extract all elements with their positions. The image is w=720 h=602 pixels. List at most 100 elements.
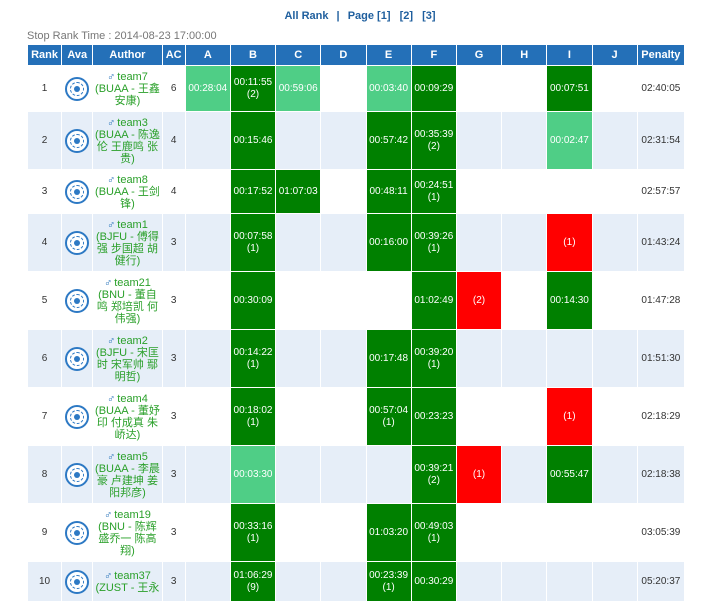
problem-d-cell: [320, 445, 367, 504]
university-seal-icon[interactable]: [65, 179, 90, 204]
problem-a-cell: [184, 213, 231, 272]
problem-b-cell: 00:15:46: [229, 111, 277, 170]
team-id: team19: [114, 508, 151, 521]
problem-a-cell: [184, 561, 231, 602]
header-problem-j[interactable]: J: [591, 44, 638, 66]
team-name[interactable]: ♂ team3: [93, 117, 161, 129]
team-name[interactable]: ♂ team5: [93, 451, 161, 463]
author-cell: ♂ team37 (ZUST - 王永: [92, 561, 163, 602]
accept-time: 00:17:48: [369, 352, 409, 364]
page-3-link[interactable]: [3]: [422, 10, 436, 22]
problem-c-cell: [275, 445, 322, 504]
author-cell: ♂ team7 (BUAA - 王鑫 安康): [92, 65, 163, 112]
problem-j-cell: [591, 445, 638, 504]
problem-e-cell: 00:16:00: [365, 213, 412, 272]
header-problem-i[interactable]: I: [546, 44, 593, 66]
problem-f-cell: 01:02:49: [410, 271, 457, 330]
problem-a-cell: [184, 271, 231, 330]
stop-rank-time: Stop Rank Time : 2014-08-23 17:00:00: [27, 30, 217, 42]
header-problem-f[interactable]: F: [410, 44, 457, 66]
attempt-count: (1): [563, 236, 576, 248]
problem-i-cell: (1): [546, 213, 593, 272]
header-problem-c[interactable]: C: [275, 44, 322, 66]
problem-e-cell: 00:48:11: [365, 169, 412, 214]
author-cell: ♂ team1 (BJFU - 傅得强 步国超 胡健行): [92, 213, 163, 272]
avatar-cell: [61, 169, 94, 214]
all-rank-link[interactable]: All Rank: [284, 10, 329, 22]
author-cell: ♂ team4 (BUAA - 董妤印 付成真 朱峤达): [92, 387, 163, 446]
problem-d-cell: [320, 329, 367, 388]
team-name[interactable]: ♂ team8: [93, 174, 161, 186]
table-row: 10 ♂ team37 (ZUST - 王永 3 01:06:29 (9) 00:23:39(…: [26, 561, 686, 602]
team-members: (BUAA - 王鑫 安康): [95, 82, 160, 107]
problem-d-cell: [320, 169, 367, 214]
table-row: 9 ♂ team19 (BNU - 陈辉 盛乔一 陈高翔) 3 00:33:16 (1) 01…: [26, 503, 686, 562]
attempt-count: (1): [427, 358, 440, 370]
penalty-cell: 01:51:30: [636, 329, 686, 388]
attempt-count: (1): [246, 532, 260, 544]
avatar-cell: [61, 387, 94, 446]
problem-j-cell: [591, 111, 638, 170]
header-problem-a[interactable]: A: [184, 44, 231, 66]
accept-time: 00:07:51: [549, 82, 589, 94]
problem-b-cell: 00:33:16 (1): [229, 503, 277, 562]
header-problem-h[interactable]: H: [501, 44, 548, 66]
team-name[interactable]: ♂ team21: [93, 277, 161, 289]
rank-table-body: 1 ♂ team7 (BUAA - 王鑫 安康) 6 00:28:04 00:11:55 (2…: [26, 65, 686, 602]
team-name[interactable]: ♂ team1: [93, 219, 161, 231]
page-2-link[interactable]: [2]: [399, 10, 414, 22]
problem-b-cell: 00:14:22 (1): [229, 329, 277, 388]
table-header-row: Rank Ava Author AC A B C D E F G H I J P…: [26, 44, 686, 66]
university-seal-icon[interactable]: [65, 346, 90, 371]
rank-cell: 10: [26, 561, 63, 602]
accept-time: 00:39:26: [414, 230, 454, 242]
problem-g-cell: [455, 65, 503, 112]
problem-c-cell: [275, 503, 322, 562]
penalty-cell: 01:43:24: [636, 213, 686, 272]
problem-e-cell: 01:03:20: [365, 503, 412, 562]
avatar-cell: [61, 271, 94, 330]
male-gender-icon: ♂: [107, 116, 116, 129]
rank-cell: 1: [26, 65, 63, 112]
problem-b-cell: 00:18:02 (1): [229, 387, 277, 446]
problem-b-cell: 00:03:30: [229, 445, 277, 504]
team-name[interactable]: ♂ team2: [93, 335, 161, 347]
university-seal-icon[interactable]: [65, 128, 90, 153]
problem-a-cell: [184, 387, 231, 446]
university-seal-icon[interactable]: [65, 76, 90, 101]
team-name[interactable]: ♂ team37: [93, 570, 161, 582]
team-name[interactable]: ♂ team19: [93, 509, 161, 521]
header-problem-e[interactable]: E: [365, 44, 412, 66]
problem-j-cell: [591, 329, 638, 388]
problem-f-cell: 00:39:20 (1): [410, 329, 457, 388]
problem-j-cell: [591, 65, 638, 112]
team-name[interactable]: ♂ team7: [93, 71, 161, 83]
accept-time: 01:06:29: [233, 569, 273, 581]
penalty-cell: 02:40:05: [636, 65, 686, 112]
accept-time: 00:07:58: [233, 230, 273, 242]
problem-j-cell: [591, 213, 638, 272]
problem-i-cell: 00:14:30: [546, 271, 593, 330]
university-seal-icon[interactable]: [65, 288, 90, 313]
university-seal-icon[interactable]: [65, 462, 90, 487]
male-gender-icon: ♂: [107, 218, 116, 231]
university-seal-icon[interactable]: [65, 569, 90, 594]
team-id: team2: [117, 334, 148, 347]
header-problem-g[interactable]: G: [455, 44, 503, 66]
male-gender-icon: ♂: [107, 334, 116, 347]
university-seal-icon[interactable]: [65, 520, 90, 545]
university-seal-icon[interactable]: [65, 404, 90, 429]
problem-d-cell: [320, 213, 367, 272]
team-name[interactable]: ♂ team4: [93, 393, 161, 405]
page-1-link[interactable]: [1]: [377, 10, 391, 22]
problem-b-cell: 01:06:29 (9): [229, 561, 277, 602]
problem-c-cell: 01:07:03: [275, 169, 322, 214]
university-seal-icon[interactable]: [65, 230, 90, 255]
problem-b-cell: 00:11:55 (2): [229, 65, 277, 112]
problem-c-cell: [275, 329, 322, 388]
problem-d-cell: [320, 271, 367, 330]
problem-c-cell: [275, 561, 322, 602]
header-problem-b[interactable]: B: [229, 44, 277, 66]
header-problem-d[interactable]: D: [320, 44, 367, 66]
accept-time: 00:17:52: [233, 185, 273, 197]
